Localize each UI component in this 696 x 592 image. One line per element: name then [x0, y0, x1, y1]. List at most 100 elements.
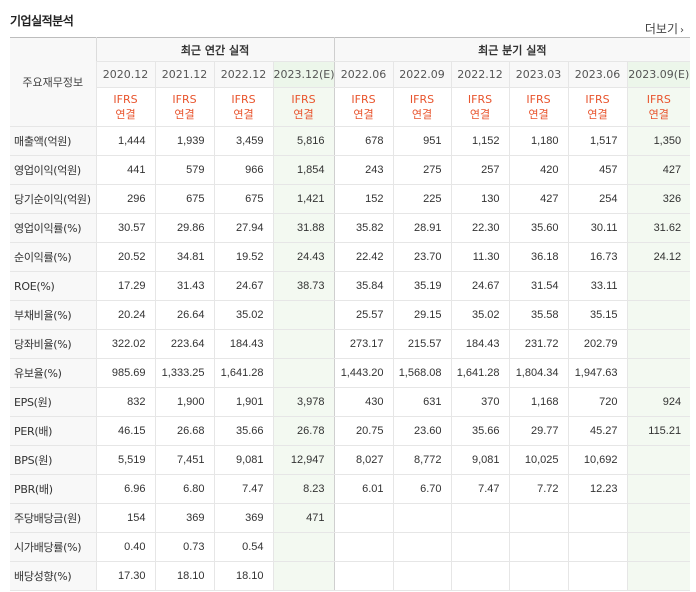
- table-cell: 46.15: [95, 416, 155, 446]
- ifrs-standard: IFRS: [291, 93, 316, 106]
- row-label: 당기순이익(억원): [10, 184, 96, 214]
- table-cell: 257: [450, 155, 510, 185]
- table-row: 순이익률(%) 20.52 34.81 19.52 24.43 22.42 23.70 11.…: [10, 242, 691, 272]
- ifrs-standard: IFRS: [467, 93, 493, 106]
- table-row: 시가배당률(%) 0.40 0.73 0.54: [10, 532, 691, 562]
- table-cell: [450, 503, 510, 533]
- table-cell: 225: [392, 184, 452, 214]
- table-cell: 31.43: [154, 271, 214, 301]
- table-cell: 370: [450, 387, 510, 417]
- table-cell: [272, 300, 335, 330]
- table-cell: 20.52: [95, 242, 155, 272]
- table-cell: [272, 329, 335, 359]
- ifrs-consolidated: 연결: [648, 108, 669, 121]
- table-cell: [508, 503, 569, 533]
- ifrs-label: IFRS 연결: [392, 87, 452, 127]
- table-cell: 427: [626, 155, 691, 185]
- table-cell: 31.62: [626, 213, 691, 243]
- table-cell: 202.79: [567, 329, 628, 359]
- row-label: EPS(원): [10, 387, 96, 417]
- table-cell: 24.12: [626, 242, 691, 272]
- table-row: 부채비율(%) 20.24 26.64 35.02 25.57 29.15 35.02 35.…: [10, 300, 691, 330]
- period-header: 2023.09(E): [626, 61, 691, 88]
- table-cell: 154: [95, 503, 155, 533]
- ifrs-consolidated: 연결: [293, 108, 314, 121]
- ifrs-standard: IFRS: [172, 93, 197, 106]
- table-cell: 1,444: [95, 126, 155, 156]
- table-cell: [626, 503, 691, 533]
- table-cell: [272, 358, 335, 388]
- table-cell: 20.24: [95, 300, 155, 330]
- table-cell: 5,519: [95, 445, 155, 475]
- row-label: 시가배당률(%): [10, 532, 96, 562]
- table-cell: 18.10: [213, 561, 273, 591]
- table-cell: [450, 532, 510, 562]
- table-cell: 115.21: [626, 416, 691, 446]
- ifrs-consolidated: 연결: [115, 108, 136, 121]
- table-cell: 24.43: [272, 242, 335, 272]
- table-cell: 17.29: [95, 271, 155, 301]
- table-cell: 1,939: [154, 126, 214, 156]
- table-cell: 35.58: [508, 300, 569, 330]
- table-cell: 23.70: [392, 242, 452, 272]
- row-label: 당좌비율(%): [10, 329, 96, 359]
- section-title: 기업실적분석: [10, 14, 74, 28]
- table-cell: 35.60: [508, 213, 569, 243]
- table-cell: 17.30: [95, 561, 155, 591]
- ifrs-label: IFRS 연결: [213, 87, 273, 127]
- table-cell: 985.69: [95, 358, 155, 388]
- table-cell: 6.70: [392, 474, 452, 504]
- row-label: 순이익률(%): [10, 242, 96, 272]
- table-cell: 6.96: [95, 474, 155, 504]
- table-cell: 19.52: [213, 242, 273, 272]
- table-cell: 34.81: [154, 242, 214, 272]
- table-cell: 951: [392, 126, 452, 156]
- table-cell: [626, 532, 691, 562]
- ifrs-standard: IFRS: [231, 93, 256, 106]
- table-cell: [333, 503, 394, 533]
- table-cell: 430: [333, 387, 394, 417]
- row-label: ROE(%): [10, 271, 96, 301]
- table-cell: 1,947.63: [567, 358, 628, 388]
- ifrs-label: IFRS 연결: [626, 87, 691, 127]
- table-cell: 35.19: [392, 271, 452, 301]
- table-cell: [508, 561, 569, 591]
- table-cell: 1,168: [508, 387, 569, 417]
- table-cell: 369: [213, 503, 273, 533]
- table-cell: 3,459: [213, 126, 273, 156]
- table-cell: 579: [154, 155, 214, 185]
- row-label: 매출액(억원): [10, 126, 96, 156]
- table-cell: 184.43: [450, 329, 510, 359]
- row-label: BPS(원): [10, 445, 96, 475]
- ifrs-label: IFRS 연결: [154, 87, 214, 127]
- more-link[interactable]: 더보기 ›: [645, 20, 684, 37]
- table-cell: 296: [95, 184, 155, 214]
- table-cell: 720: [567, 387, 628, 417]
- table-cell: 441: [95, 155, 155, 185]
- table-row: 영업이익(억원) 441 579 966 1,854 243 275 257 420 457 427: [10, 155, 691, 185]
- table-cell: 631: [392, 387, 452, 417]
- ifrs-consolidated: 연결: [174, 108, 195, 121]
- table-cell: [392, 532, 452, 562]
- table-row: PER(배) 46.15 26.68 35.66 26.78 20.75 23.60 35.6…: [10, 416, 691, 446]
- table-cell: 471: [272, 503, 335, 533]
- table-cell: 184.43: [213, 329, 273, 359]
- table-cell: 130: [450, 184, 510, 214]
- ifrs-standard: IFRS: [585, 93, 610, 106]
- table-cell: [626, 271, 691, 301]
- table-cell: 9,081: [450, 445, 510, 475]
- period-header: 2022.06: [333, 61, 394, 88]
- chevron-right-icon: ›: [680, 25, 684, 36]
- ifrs-consolidated: 연결: [587, 108, 608, 121]
- table-cell: 26.78: [272, 416, 335, 446]
- table-cell: 1,152: [450, 126, 510, 156]
- table-row: 주당배당금(원) 154 369 369 471: [10, 503, 691, 533]
- table-cell: 31.54: [508, 271, 569, 301]
- ifrs-label: IFRS 연결: [508, 87, 569, 127]
- table-cell: 35.84: [333, 271, 394, 301]
- ifrs-label: IFRS 연결: [567, 87, 628, 127]
- ifrs-standard: IFRS: [646, 93, 671, 106]
- table-cell: 1,180: [508, 126, 569, 156]
- ifrs-consolidated: 연결: [411, 108, 433, 121]
- ifrs-label: IFRS 연결: [450, 87, 510, 127]
